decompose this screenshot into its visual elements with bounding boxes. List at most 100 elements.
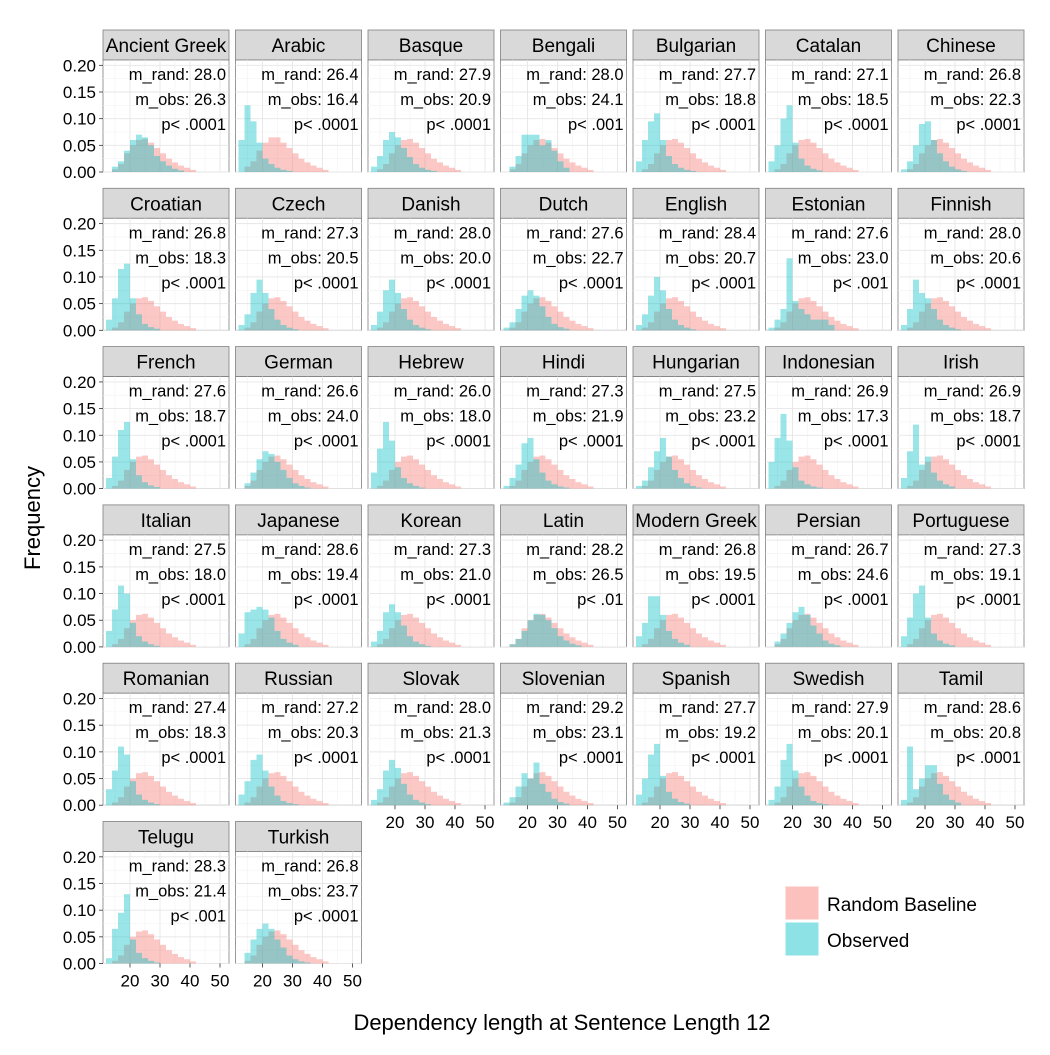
random-baseline-bar xyxy=(292,944,299,964)
observed-bar xyxy=(557,486,564,489)
random-baseline-bar xyxy=(304,953,311,964)
random-baseline-bar xyxy=(509,327,516,331)
random-baseline-bar xyxy=(178,798,184,806)
random-baseline-bar xyxy=(642,169,648,172)
observed-bar xyxy=(666,456,672,489)
observed-bar xyxy=(262,158,269,172)
observed-bar xyxy=(551,628,558,647)
observed-bar xyxy=(786,743,793,806)
random-baseline-bar xyxy=(304,637,311,647)
facet-panel: Japanese m_rand: 28.6 m_obs: 19.4 p< .0001 xyxy=(235,504,362,648)
observed-bar xyxy=(280,469,287,489)
random-baseline-bar xyxy=(654,628,660,647)
observed-bar xyxy=(377,311,383,331)
random-baseline-bar xyxy=(774,802,781,806)
random-baseline-bar xyxy=(575,323,582,331)
facet-strip xyxy=(897,504,1025,536)
random-baseline-bar xyxy=(124,628,130,647)
annotation-m-rand: m_rand: 27.1 xyxy=(791,66,888,84)
observed-bar xyxy=(551,150,558,172)
observed-bar xyxy=(949,799,955,806)
facet-strip xyxy=(235,662,362,694)
random-baseline-bar xyxy=(431,633,437,647)
random-baseline-bar xyxy=(262,142,269,172)
random-baseline-bar xyxy=(720,486,726,489)
random-baseline-bar xyxy=(955,628,961,647)
random-baseline-bar xyxy=(413,300,419,331)
random-baseline-bar xyxy=(166,316,172,331)
random-baseline-bar xyxy=(852,486,859,489)
random-baseline-bar xyxy=(395,145,401,172)
observed-bar xyxy=(919,585,925,647)
random-baseline-bar xyxy=(310,798,317,806)
random-baseline-bar xyxy=(521,786,528,806)
observed-bar xyxy=(515,786,522,806)
random-baseline-bar xyxy=(256,469,263,489)
observed-bar xyxy=(419,487,425,489)
observed-bar xyxy=(383,421,389,489)
observed-bar xyxy=(636,485,642,489)
observed-bar xyxy=(636,324,642,331)
random-baseline-bar xyxy=(943,775,949,806)
observed-bar xyxy=(130,459,136,489)
observed-bar xyxy=(142,799,148,806)
annotation-m-obs: m_obs: 21.9 xyxy=(533,408,624,426)
observed-bar xyxy=(419,644,425,647)
annotation-m-obs: m_obs: 21.3 xyxy=(400,724,491,742)
random-baseline-bar xyxy=(654,786,660,806)
random-baseline-bar xyxy=(798,614,805,647)
random-baseline-bar xyxy=(967,162,973,172)
facet-strip xyxy=(367,187,495,219)
observed-bar xyxy=(828,324,835,331)
random-baseline-bar xyxy=(160,311,166,331)
random-baseline-bar xyxy=(925,145,931,172)
observed-bar xyxy=(521,443,528,489)
random-baseline-bar xyxy=(383,164,389,172)
random-baseline-bar xyxy=(828,316,835,331)
x-tick-label: 50 xyxy=(873,813,892,832)
random-baseline-bar xyxy=(377,327,383,331)
random-baseline-bar xyxy=(907,485,913,489)
random-baseline-bar xyxy=(672,297,678,331)
facet-panel: English m_rand: 28.4 m_obs: 20.7 p< .0001 xyxy=(632,187,760,331)
random-baseline-bar xyxy=(292,628,299,647)
observed-bar xyxy=(148,802,154,806)
annotation-p-value: p< .0001 xyxy=(426,116,491,134)
observed-bar xyxy=(822,640,829,647)
random-baseline-bar xyxy=(413,142,419,172)
random-baseline-bar xyxy=(660,145,666,172)
random-baseline-bar xyxy=(190,803,196,806)
observed-bar xyxy=(425,169,431,172)
observed-bar xyxy=(786,622,793,647)
observed-bar xyxy=(636,636,642,647)
observed-bar xyxy=(136,134,142,172)
random-baseline-bar xyxy=(292,786,299,806)
observed-bar xyxy=(684,169,690,172)
annotation-p-value: p< .0001 xyxy=(559,749,624,767)
observed-bar xyxy=(106,319,112,331)
random-baseline-bar xyxy=(937,772,943,806)
observed-bar xyxy=(262,923,269,964)
random-baseline-bar xyxy=(166,950,172,964)
facet-strip-label: Korean xyxy=(400,511,461,532)
observed-bar xyxy=(521,295,528,331)
random-baseline-bar xyxy=(521,628,528,647)
observed-bar xyxy=(304,962,311,964)
random-baseline-bar xyxy=(937,613,943,647)
random-baseline-bar xyxy=(262,778,269,806)
random-baseline-bar xyxy=(172,795,178,806)
random-baseline-bar xyxy=(407,455,413,489)
random-baseline-bar xyxy=(955,786,961,806)
observed-bar xyxy=(262,451,269,489)
random-baseline-bar xyxy=(804,297,811,331)
random-baseline-bar xyxy=(792,303,799,331)
facet-strip-label: Slovenian xyxy=(522,669,605,690)
random-baseline-bar xyxy=(286,464,293,489)
random-baseline-bar xyxy=(551,148,558,172)
random-baseline-bar xyxy=(774,644,781,647)
random-baseline-bar xyxy=(690,628,696,647)
y-tick-label: 0.20 xyxy=(63,531,96,550)
annotation-m-rand: m_rand: 28.2 xyxy=(526,541,623,559)
observed-bar xyxy=(636,794,642,806)
observed-bar xyxy=(919,124,925,172)
